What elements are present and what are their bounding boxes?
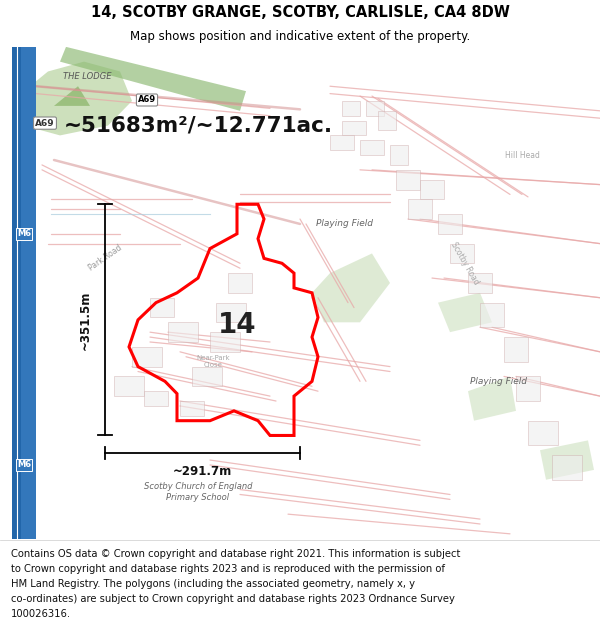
Polygon shape [528,421,558,445]
Polygon shape [114,376,144,396]
Text: 14: 14 [218,311,256,339]
Polygon shape [438,292,492,332]
Text: M6: M6 [17,461,31,469]
Polygon shape [366,101,384,116]
Polygon shape [360,141,384,155]
Polygon shape [12,62,132,136]
Text: Hill Head: Hill Head [505,151,539,159]
Polygon shape [12,47,21,539]
Polygon shape [342,101,360,116]
Text: 100026316.: 100026316. [11,609,71,619]
Text: A69: A69 [138,96,156,104]
Polygon shape [450,244,474,263]
Polygon shape [192,367,222,386]
Polygon shape [480,302,504,328]
Text: Scotby Road: Scotby Road [449,241,481,286]
Text: ~291.7m: ~291.7m [173,465,232,478]
Polygon shape [408,199,432,219]
Polygon shape [168,322,198,342]
Polygon shape [228,273,252,292]
Text: M6: M6 [17,229,31,238]
Text: Near-Park
Close: Near-Park Close [196,355,230,368]
Polygon shape [396,170,420,189]
Text: HM Land Registry. The polygons (including the associated geometry, namely x, y: HM Land Registry. The polygons (includin… [11,579,415,589]
Polygon shape [21,47,36,539]
Polygon shape [378,111,396,131]
Text: Scotby Church of England
Primary School: Scotby Church of England Primary School [144,482,252,502]
Polygon shape [150,298,174,318]
Polygon shape [312,254,390,322]
Text: Map shows position and indicative extent of the property.: Map shows position and indicative extent… [130,30,470,43]
Polygon shape [210,332,240,352]
Polygon shape [216,302,246,322]
Text: Playing Field: Playing Field [317,219,373,229]
Polygon shape [468,273,492,292]
Text: ~51683m²/~12.771ac.: ~51683m²/~12.771ac. [64,116,332,136]
Text: co-ordinates) are subject to Crown copyright and database rights 2023 Ordnance S: co-ordinates) are subject to Crown copyr… [11,594,455,604]
Polygon shape [438,214,462,234]
Polygon shape [132,347,162,367]
Polygon shape [144,391,168,406]
Text: to Crown copyright and database rights 2023 and is reproduced with the permissio: to Crown copyright and database rights 2… [11,564,445,574]
Polygon shape [420,179,444,199]
Text: Park Road: Park Road [87,244,123,273]
Polygon shape [342,121,366,136]
Polygon shape [60,47,246,111]
Text: 14, SCOTBY GRANGE, SCOTBY, CARLISLE, CA4 8DW: 14, SCOTBY GRANGE, SCOTBY, CARLISLE, CA4… [91,5,509,20]
Polygon shape [504,337,528,362]
Text: Contains OS data © Crown copyright and database right 2021. This information is : Contains OS data © Crown copyright and d… [11,549,460,559]
Polygon shape [552,455,582,480]
Text: THE LODGE: THE LODGE [63,72,112,81]
Text: A69: A69 [35,119,55,127]
Polygon shape [180,401,204,416]
Text: ~351.5m: ~351.5m [79,290,92,349]
Polygon shape [54,86,90,106]
Polygon shape [390,145,408,165]
Polygon shape [540,441,594,480]
Polygon shape [330,136,354,150]
Text: Playing Field: Playing Field [470,377,527,386]
Polygon shape [468,376,516,421]
Polygon shape [516,376,540,401]
